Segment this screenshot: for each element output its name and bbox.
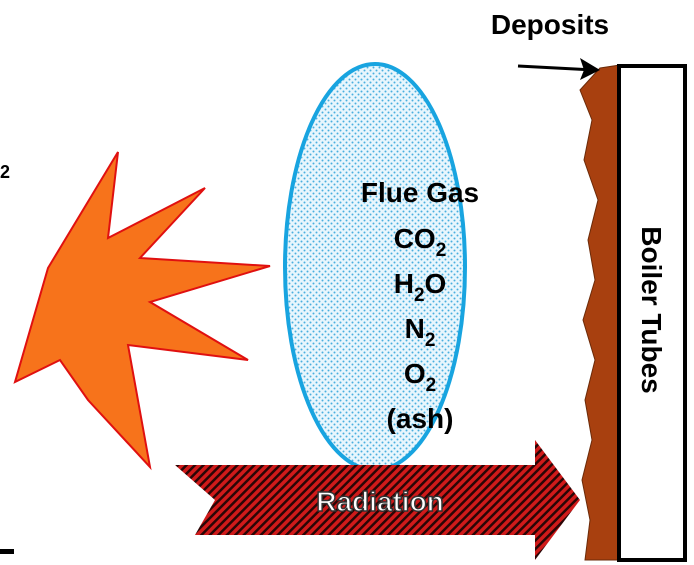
species-label: (ash) xyxy=(387,403,454,434)
species-tail: O xyxy=(425,268,447,299)
species-subscript: 2 xyxy=(425,330,436,351)
species-text: (ash) xyxy=(387,403,454,434)
deposits-layer xyxy=(580,65,620,560)
flame xyxy=(15,152,270,467)
tube-label: Boiler Tubes xyxy=(636,226,667,394)
species-text: CO xyxy=(394,223,436,254)
edge-fragment: 2 xyxy=(0,162,10,182)
radiation-label: Radiation xyxy=(316,486,444,517)
species-subscript: 2 xyxy=(414,285,425,306)
species-text: O xyxy=(404,358,426,389)
species-text: H xyxy=(394,268,414,299)
species-subscript: 2 xyxy=(436,240,447,261)
deposits-label: Deposits xyxy=(491,9,609,40)
edge-mark xyxy=(0,549,14,554)
species-subscript: 2 xyxy=(426,375,437,396)
diagram: 2 Flue Gas CO2H2ON2O2(ash) Radiation Boi… xyxy=(0,0,694,565)
flue-gas-title: Flue Gas xyxy=(361,177,479,208)
species-text: N xyxy=(405,313,425,344)
deposits-pointer xyxy=(518,66,594,70)
